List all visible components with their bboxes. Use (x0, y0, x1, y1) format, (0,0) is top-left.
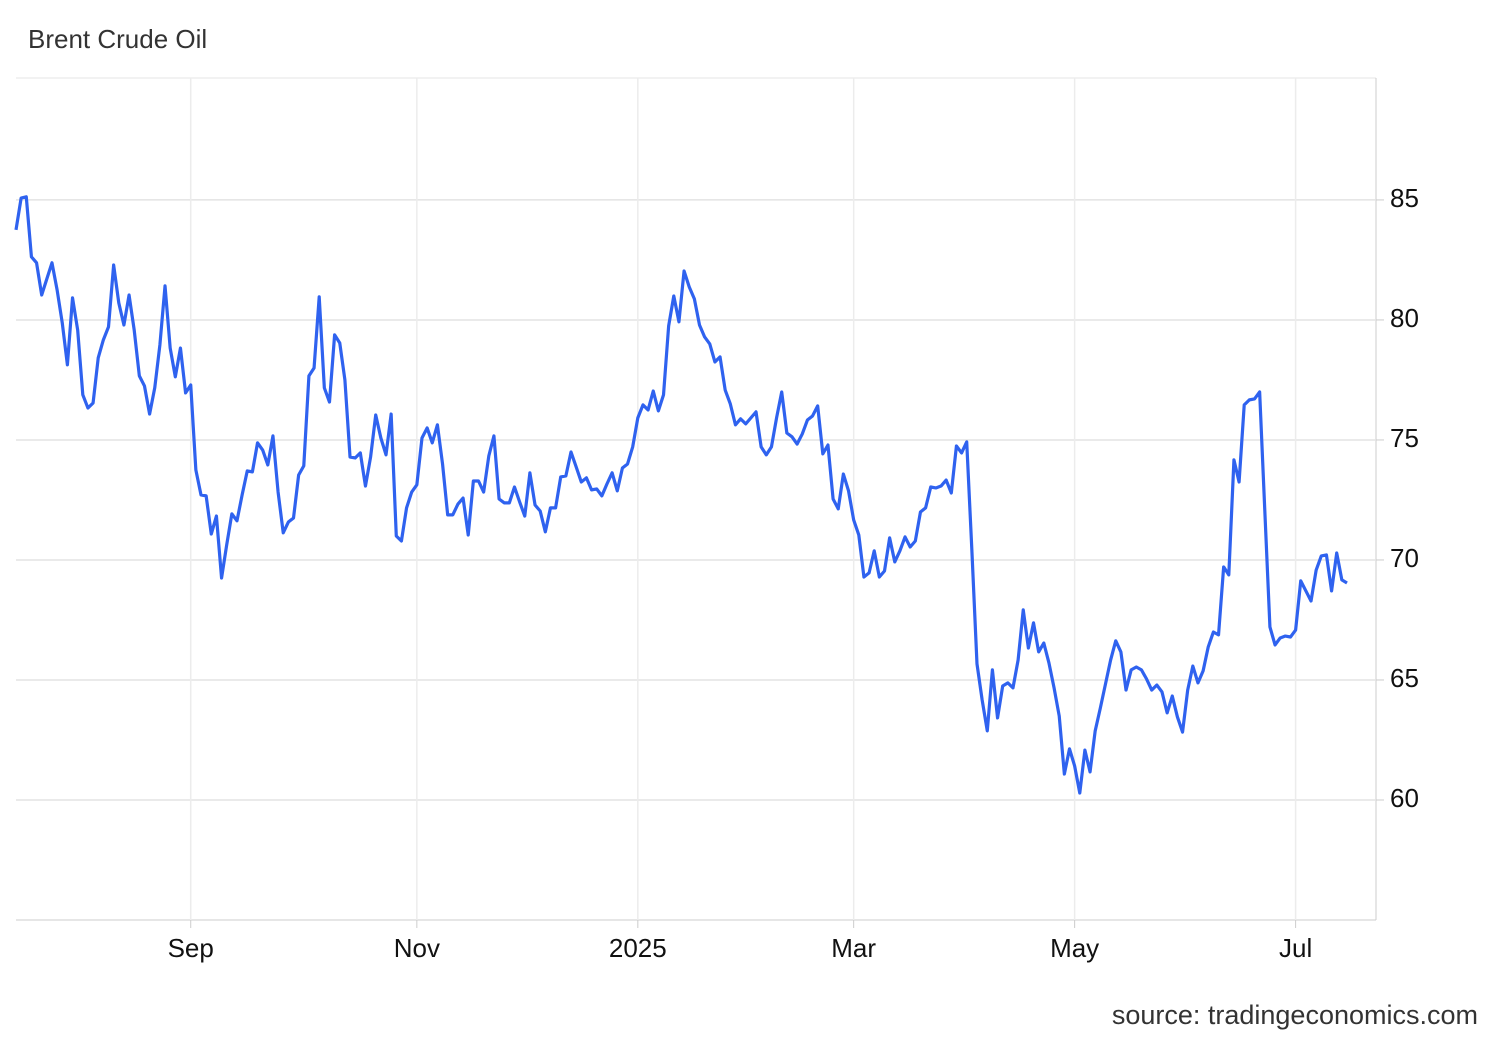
chart-title: Brent Crude Oil (28, 24, 207, 54)
x-tick-label: Sep (168, 933, 214, 963)
x-tick-label: Jul (1279, 933, 1312, 963)
price-line (14, 195, 1348, 795)
y-tick-label: 65 (1390, 663, 1419, 693)
source-note: source: tradingeconomics.com (1112, 1000, 1478, 1030)
x-tick-label: Mar (831, 933, 876, 963)
y-tick-label: 60 (1390, 783, 1419, 813)
x-tick-label: Nov (394, 933, 440, 963)
y-tick-label: 75 (1390, 423, 1419, 453)
x-tick-label: 2025 (609, 933, 667, 963)
x-tick-label: May (1050, 933, 1099, 963)
y-tick-label: 80 (1390, 303, 1419, 333)
y-tick-label: 85 (1390, 183, 1419, 213)
y-tick-label: 70 (1390, 543, 1419, 573)
